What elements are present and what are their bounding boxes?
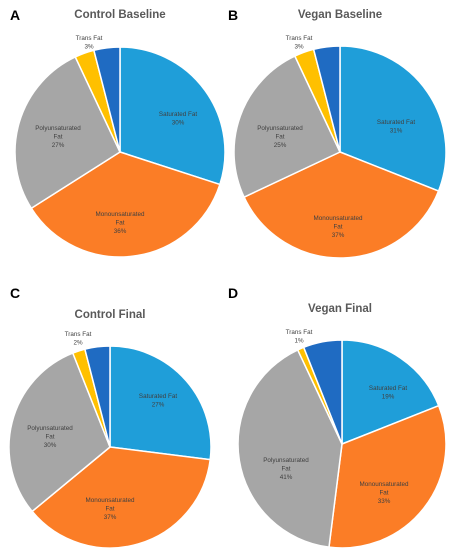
pie-slice-monounsaturated xyxy=(31,446,212,549)
pie-chart-a: A Control Baseline Saturated Fat 30% Monouns… xyxy=(10,7,226,258)
pie-slice-other xyxy=(92,46,121,153)
pie-slice-saturated xyxy=(109,345,212,461)
slice-label-polyunsaturated: Polyunsaturated Fat 41% xyxy=(263,457,309,481)
pie-slice-saturated xyxy=(341,339,440,446)
slice-label-saturated: Saturated Fat 31% xyxy=(377,119,415,135)
panel-letter: D xyxy=(228,285,238,301)
pie-slice-polyunsaturated xyxy=(237,348,343,549)
pie-chart-b: B Vegan Baseline Saturated Fat 31% Monounsat… xyxy=(228,7,447,259)
pie-slice-monounsaturated xyxy=(328,404,447,549)
slice-label-monounsaturated: Monounsaturated Fat 37% xyxy=(313,215,363,239)
pie-slice-other xyxy=(312,45,341,153)
slice-label-trans: Trans Fat 3% xyxy=(286,35,313,51)
slice-label-saturated: Saturated Fat 19% xyxy=(369,385,407,401)
slice-label-monounsaturated: Monounsaturated Fat 37% xyxy=(85,497,135,521)
pie-slice-monounsaturated xyxy=(243,151,440,259)
pie-slice-saturated xyxy=(119,46,226,186)
slice-label-monounsaturated: Monounsaturated Fat 36% xyxy=(95,211,145,235)
chart-title: Vegan Baseline xyxy=(298,9,382,21)
pie-slice-polyunsaturated xyxy=(8,352,111,513)
pie-slice-polyunsaturated xyxy=(233,55,341,199)
panel-letter: C xyxy=(10,285,20,301)
slice-label-monounsaturated: Monounsaturated Fat 33% xyxy=(359,481,409,505)
chart-title: Vegan Final xyxy=(308,303,372,315)
slice-label-saturated: Saturated Fat 27% xyxy=(139,393,177,409)
slice-label-trans: Trans Fat 2% xyxy=(65,331,92,347)
chart-title: Control Final xyxy=(75,309,146,321)
pie-slice-polyunsaturated xyxy=(14,55,121,210)
pie-slice-other xyxy=(83,345,111,448)
pie-slice-saturated xyxy=(339,45,447,192)
chart-title: Control Baseline xyxy=(74,9,165,21)
slice-label-polyunsaturated: Polyunsaturated Fat 25% xyxy=(257,125,303,149)
slice-label-polyunsaturated: Polyunsaturated Fat 30% xyxy=(27,425,73,449)
pie-chart-d: D Vegan Final Saturated Fat 19% Monounsatura… xyxy=(228,285,447,549)
pie-chart-c: C Control Final Saturated Fat 27% Monounsatu… xyxy=(8,285,212,549)
panel-letter: A xyxy=(10,7,20,23)
slice-label-trans: Trans Fat 3% xyxy=(76,35,103,51)
pie-slice-other xyxy=(302,339,343,445)
slice-label-saturated: Saturated Fat 30% xyxy=(159,111,197,127)
slice-label-trans: Trans Fat 1% xyxy=(286,329,313,345)
pie-slice-monounsaturated xyxy=(30,151,221,258)
slice-label-polyunsaturated: Polyunsaturated Fat 27% xyxy=(35,125,81,149)
panel-letter: B xyxy=(228,7,238,23)
